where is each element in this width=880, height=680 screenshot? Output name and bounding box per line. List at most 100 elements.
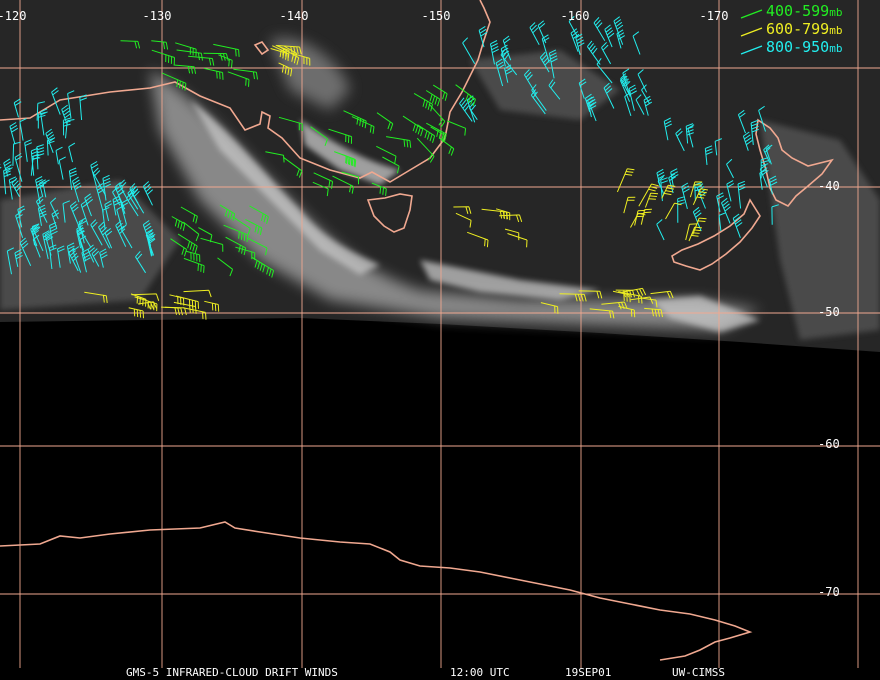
- svg-text:800-950mb: 800-950mb: [766, 38, 842, 56]
- wind-barb: [559, 293, 587, 302]
- wind-barb: [245, 218, 263, 236]
- wind-barb: [570, 28, 580, 52]
- wind-barb: [603, 82, 615, 109]
- wind-barb: [537, 20, 547, 44]
- wind-barb: [270, 48, 289, 61]
- wind-barb: [180, 206, 198, 224]
- wind-barb: [341, 171, 359, 185]
- wind-barb: [128, 307, 144, 319]
- wind-barb: [685, 223, 697, 241]
- wind-barb: [768, 175, 778, 195]
- wind-barb: [283, 156, 303, 178]
- wind-barb: [612, 290, 631, 303]
- wind-barb: [175, 295, 199, 309]
- wind-barb: [628, 84, 638, 111]
- wind-barb: [643, 95, 653, 116]
- wind-barb: [615, 289, 635, 298]
- wind-barb: [84, 291, 108, 303]
- wind-barb: [376, 112, 394, 131]
- wind-barb: [586, 40, 601, 65]
- wind-barb: [376, 145, 397, 164]
- wind-barb: [432, 84, 448, 101]
- footer-date: 19SEP01: [565, 666, 611, 679]
- wind-barb: [173, 301, 197, 314]
- wind-barb: [732, 213, 743, 238]
- lon-label-170w: -170: [700, 9, 729, 23]
- wind-barb: [276, 45, 302, 55]
- wind-barb: [638, 183, 659, 207]
- wind-barb: [687, 124, 695, 148]
- coastlines: [0, 0, 834, 661]
- wind-barb: [765, 144, 773, 165]
- wind-barb: [102, 174, 112, 201]
- wind-barb: [688, 226, 702, 242]
- wind-barb: [675, 128, 685, 152]
- wind-barb: [692, 206, 702, 232]
- wind-barb: [120, 40, 141, 49]
- wind-barb: [495, 58, 505, 87]
- wind-barb: [170, 238, 188, 257]
- wind-barb: [55, 146, 63, 165]
- wind-barb: [120, 199, 129, 225]
- wind-barbs: [0, 16, 779, 320]
- wind-barb: [618, 305, 636, 318]
- wind-barb: [115, 220, 127, 247]
- lon-label-140w: -140: [280, 9, 309, 23]
- wind-barb: [161, 72, 187, 91]
- wind-barb: [182, 307, 207, 320]
- wind-barb: [453, 206, 472, 214]
- footer-product: GMS-5 INFRARED-CLOUD DRIFT WINDS: [126, 666, 338, 679]
- wind-barb: [670, 168, 679, 187]
- wind-barb: [151, 49, 175, 65]
- wind-barb: [233, 68, 258, 80]
- wind-barb: [639, 297, 658, 308]
- nz-south-island: [671, 198, 761, 271]
- wind-barb: [198, 227, 213, 243]
- wind-barb: [540, 302, 559, 314]
- wind-barb: [637, 69, 648, 93]
- wind-barb: [413, 92, 433, 112]
- wind-barb: [15, 211, 24, 238]
- wind-barb: [8, 176, 17, 200]
- wind-barb: [135, 250, 147, 274]
- wind-barb: [69, 201, 80, 227]
- wind-barb: [459, 97, 473, 122]
- wind-barb: [66, 242, 76, 264]
- wind-barb: [104, 200, 113, 222]
- wind-barb: [42, 179, 50, 198]
- wind-barb: [495, 208, 511, 221]
- wind-barb: [635, 94, 645, 115]
- wind-barb: [90, 161, 99, 187]
- lon-label-120w: -120: [0, 9, 26, 23]
- wind-barb: [14, 249, 23, 268]
- wind-barb: [692, 217, 707, 235]
- wind-barb: [726, 158, 734, 179]
- wind-barb: [622, 68, 631, 97]
- wind-barb: [462, 37, 476, 65]
- wind-barb: [737, 180, 746, 209]
- wind-barb: [656, 168, 665, 188]
- wind-barb: [87, 244, 96, 263]
- wind-barb: [681, 182, 690, 210]
- wind-barb: [447, 120, 467, 136]
- wind-barb: [183, 221, 200, 242]
- wind-barb: [502, 35, 512, 61]
- wind-barb: [200, 237, 224, 252]
- wind-barb: [9, 122, 19, 145]
- wind-barb: [704, 145, 713, 165]
- legend-unit: mb: [829, 42, 842, 55]
- wind-barb: [232, 216, 251, 236]
- wind-barb: [84, 193, 94, 217]
- wind-barb: [148, 233, 156, 256]
- wind-barb: [692, 188, 708, 206]
- wind-barb: [91, 248, 100, 267]
- wind-barb: [171, 216, 186, 231]
- wind-barb: [36, 101, 46, 121]
- lon-label-160w: -160: [561, 9, 590, 23]
- wind-barb: [500, 48, 518, 76]
- wind-barb: [760, 157, 769, 179]
- wind-barb: [17, 205, 26, 228]
- wind-barb: [386, 136, 412, 148]
- wind-barb: [151, 40, 169, 50]
- wind-barb: [142, 181, 154, 206]
